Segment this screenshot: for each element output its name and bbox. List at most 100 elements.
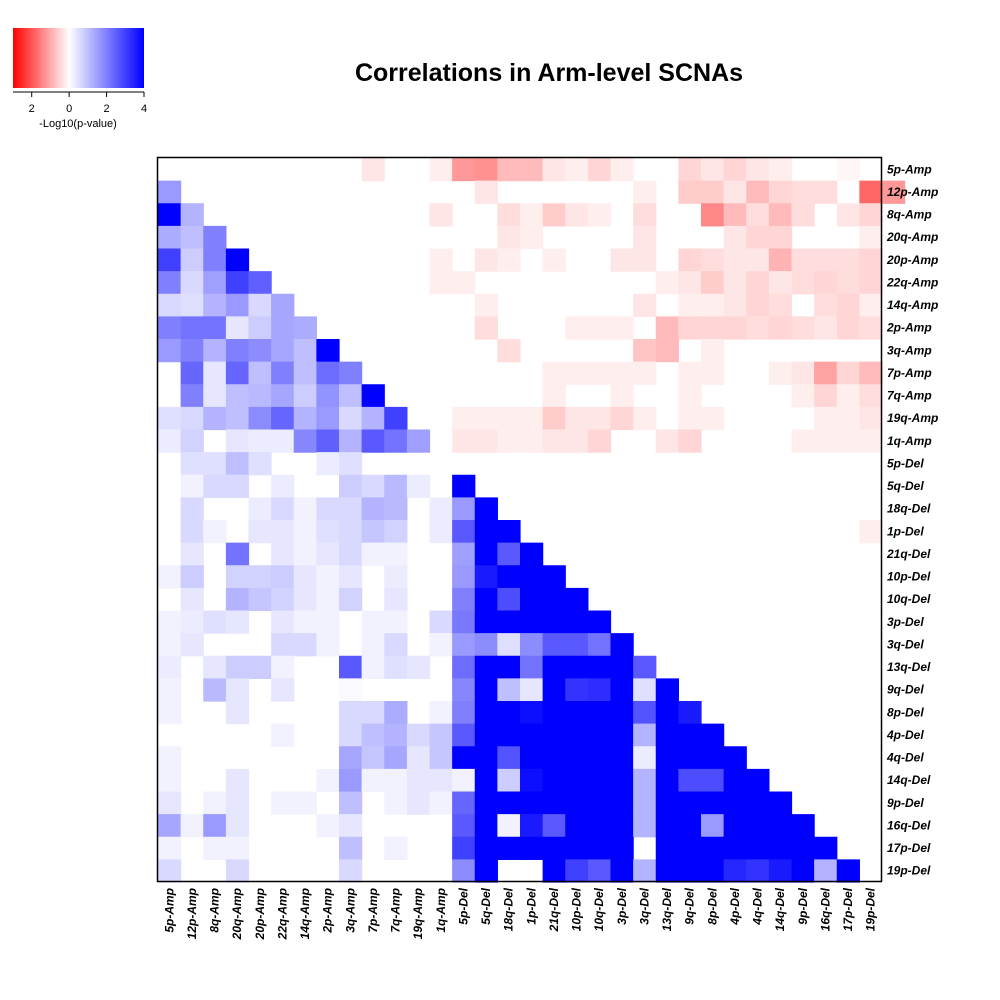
- row-label: 18q-Del: [887, 502, 931, 516]
- heatmap-cell-positive: [429, 723, 453, 747]
- heatmap-cell-positive: [746, 791, 770, 815]
- row-label: 1p-Del: [887, 524, 924, 538]
- heatmap-cell-negative: [678, 293, 702, 317]
- heatmap-cell-negative: [836, 203, 860, 227]
- column-label: 5p-Del: [456, 887, 470, 924]
- heatmap-cell-positive: [271, 633, 295, 657]
- heatmap-cell-positive: [361, 384, 385, 408]
- heatmap-cell-positive: [203, 271, 227, 295]
- row-label: 22q-Amp: [886, 275, 938, 289]
- heatmap-cell-positive: [158, 180, 182, 204]
- heatmap-cell-positive: [361, 474, 385, 498]
- heatmap-cell-positive: [180, 248, 204, 272]
- heatmap-cell-positive: [474, 723, 498, 747]
- heatmap-cell-negative: [701, 248, 725, 272]
- heatmap-cell-positive: [180, 474, 204, 498]
- heatmap-cell-negative: [701, 361, 725, 385]
- heatmap-cell-positive: [271, 565, 295, 589]
- heatmap-cell-positive: [520, 791, 544, 815]
- column-labels: 5p-Amp 12p-Amp 8q-Amp 20q-Amp 20p-Amp 22q-Amp…: [162, 887, 877, 940]
- heatmap-cell-negative: [836, 429, 860, 453]
- heatmap-cell-positive: [361, 610, 385, 634]
- heatmap-cell-positive: [406, 791, 431, 815]
- heatmap-cell-positive: [248, 316, 272, 340]
- row-label: 7p-Amp: [887, 366, 932, 380]
- heatmap-cell-positive: [293, 633, 317, 657]
- heatmap-cell-negative: [791, 180, 815, 204]
- heatmap-cell-positive: [746, 836, 770, 860]
- heatmap-cell-positive: [384, 429, 408, 453]
- heatmap-cell-positive: [180, 271, 204, 295]
- heatmap-cell-positive: [158, 655, 182, 679]
- heatmap-cell-negative: [723, 293, 747, 317]
- heatmap-cell-positive: [271, 542, 295, 566]
- row-label: 19q-Amp: [887, 411, 938, 425]
- heatmap-cell-positive: [158, 746, 182, 770]
- heatmap-cell-positive: [723, 768, 747, 793]
- heatmap-cell-positive: [701, 859, 725, 883]
- column-label: 19q-Amp: [411, 888, 425, 939]
- heatmap-cell-positive: [248, 587, 272, 612]
- heatmap-cell-positive: [633, 791, 657, 815]
- column-label: 4q-Del: [751, 887, 765, 925]
- heatmap-cell-positive: [203, 836, 227, 860]
- heatmap-cell-positive: [520, 542, 544, 566]
- heatmap-cell-negative: [768, 158, 793, 182]
- heatmap-cell-positive: [248, 271, 272, 295]
- heatmap-cell-positive: [791, 836, 815, 860]
- heatmap-cell-negative: [497, 158, 521, 182]
- heatmap-cell-positive: [384, 746, 408, 770]
- column-label: 5q-Del: [479, 887, 493, 924]
- heatmap-cell-negative: [701, 158, 725, 182]
- heatmap-cell-positive: [203, 384, 227, 408]
- heatmap-cell-positive: [361, 768, 385, 793]
- heatmap-cell-positive: [248, 452, 272, 476]
- heatmap-cell-negative: [859, 361, 883, 385]
- heatmap-cell-positive: [316, 565, 340, 589]
- heatmap-cell-positive: [384, 791, 408, 815]
- heatmap-cell-positive: [384, 497, 408, 521]
- heatmap-cell-positive: [158, 701, 182, 725]
- heatmap-cell-negative: [361, 158, 385, 182]
- heatmap-cell-negative: [746, 180, 770, 204]
- legend-tick-label: 2: [104, 103, 110, 115]
- heatmap-cell-negative: [791, 429, 815, 453]
- heatmap-cell-negative: [768, 203, 793, 227]
- heatmap-cell-positive: [678, 746, 702, 770]
- heatmap-cell-negative: [633, 339, 657, 363]
- row-label: 8q-Amp: [887, 208, 932, 222]
- heatmap-cell-positive: [542, 814, 566, 838]
- heatmap-cell-positive: [587, 791, 612, 815]
- heatmap-cell-positive: [723, 814, 747, 838]
- heatmap-cell-positive: [791, 859, 815, 883]
- heatmap-cell-positive: [225, 384, 250, 408]
- heatmap-cell-negative: [701, 180, 725, 204]
- heatmap-cell-positive: [406, 723, 431, 747]
- heatmap-cell-negative: [587, 361, 612, 385]
- heatmap-cell-negative: [859, 429, 883, 453]
- heatmap-cell-positive: [361, 520, 385, 544]
- heatmap-cell-positive: [384, 836, 408, 860]
- heatmap-cell-positive: [225, 452, 250, 476]
- column-label: 20q-Amp: [230, 888, 244, 940]
- heatmap-cell-positive: [633, 701, 657, 725]
- row-label: 12p-Amp: [887, 185, 938, 199]
- heatmap-cell-positive: [565, 814, 589, 838]
- heatmap-cell-positive: [271, 655, 295, 679]
- heatmap-cell-positive: [158, 406, 182, 431]
- heatmap-cell-positive: [768, 836, 793, 860]
- heatmap-cell-positive: [339, 520, 363, 544]
- heatmap-cell-positive: [225, 293, 250, 317]
- heatmap-cell-negative: [723, 180, 747, 204]
- heatmap-cell-positive: [565, 655, 589, 679]
- heatmap-cell-positive: [452, 565, 476, 589]
- heatmap-cell-positive: [316, 406, 340, 431]
- heatmap-cell-positive: [474, 859, 498, 883]
- heatmap-cell-positive: [452, 520, 476, 544]
- heatmap-cell-positive: [497, 520, 521, 544]
- heatmap-cell-negative: [610, 384, 634, 408]
- heatmap-cell-positive: [610, 768, 634, 793]
- heatmap-cell-positive: [384, 565, 408, 589]
- heatmap-cell-negative: [859, 248, 883, 272]
- heatmap-cell-positive: [225, 316, 250, 340]
